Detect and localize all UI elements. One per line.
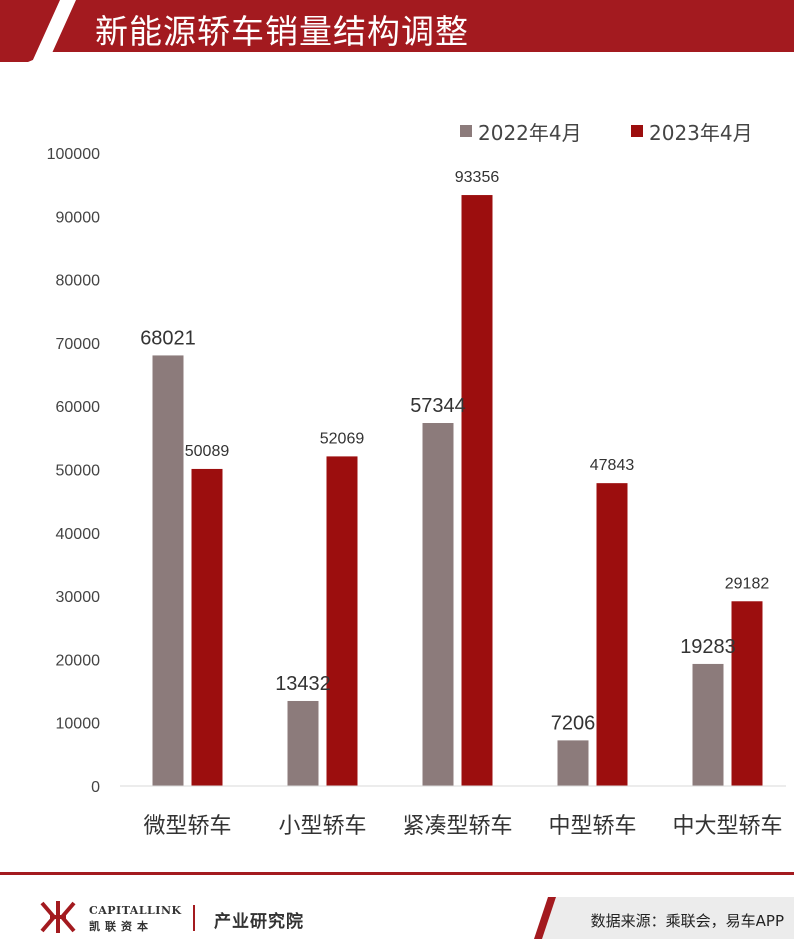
header-red-bar bbox=[0, 0, 794, 62]
data-source-text: 数据来源：乘联会，易车APP bbox=[590, 912, 784, 930]
y-tick-label: 50000 bbox=[56, 463, 101, 480]
data-label-3-0: 7206 bbox=[551, 712, 596, 734]
y-tick-label: 60000 bbox=[56, 399, 101, 416]
y-tick-label: 10000 bbox=[56, 716, 101, 733]
bar-chart: 0 10000 20000 30000 40000 50000 60000 70000 8000… bbox=[47, 121, 786, 839]
y-tick-label: 100000 bbox=[47, 146, 100, 163]
legend-swatch-0 bbox=[460, 125, 472, 137]
logo-divider bbox=[193, 905, 195, 931]
x-category-label: 微型轿车 bbox=[143, 814, 231, 839]
x-axis-category-labels: 微型轿车 小型轿车 紧凑型轿车 中型轿车 中大型轿车 bbox=[143, 814, 782, 839]
y-tick-label: 30000 bbox=[56, 589, 101, 606]
bar-1-0 bbox=[287, 700, 319, 786]
source-box bbox=[534, 897, 794, 939]
x-category-label: 中型轿车 bbox=[548, 814, 636, 839]
y-tick-label: 20000 bbox=[56, 652, 101, 669]
bar-2-0 bbox=[422, 423, 454, 786]
y-axis-tick-labels: 0 10000 20000 30000 40000 50000 60000 70000 8000… bbox=[47, 146, 100, 796]
bar-2-1 bbox=[461, 195, 493, 786]
header-white-stripe bbox=[32, 0, 76, 62]
bars bbox=[152, 195, 763, 786]
data-label-2-0: 57344 bbox=[410, 395, 466, 417]
footer-divider-line bbox=[0, 872, 794, 875]
y-tick-label: 90000 bbox=[56, 209, 101, 226]
data-label-4-0: 19283 bbox=[680, 636, 736, 658]
data-label-3-1: 47843 bbox=[590, 457, 635, 474]
bar-3-0 bbox=[557, 740, 589, 786]
header-band bbox=[0, 0, 794, 62]
legend-label-1: 2023年4月 bbox=[649, 121, 753, 145]
bar-1-1 bbox=[326, 456, 358, 786]
x-category-label: 紧凑型轿车 bbox=[402, 814, 512, 839]
legend: 2022年4月 2023年4月 bbox=[460, 121, 753, 145]
y-tick-label: 40000 bbox=[56, 526, 101, 543]
institute-name: 产业研究院 bbox=[214, 912, 304, 932]
data-label-4-1: 29182 bbox=[725, 575, 770, 592]
x-category-label: 小型轿车 bbox=[278, 814, 366, 839]
y-tick-label: 70000 bbox=[56, 336, 101, 353]
data-label-2-1: 93356 bbox=[455, 169, 500, 186]
x-category-label: 中大型轿车 bbox=[672, 814, 782, 839]
bar-3-1 bbox=[596, 483, 628, 786]
logo-english-name: CAPITALLINK bbox=[89, 904, 182, 917]
y-tick-label: 0 bbox=[91, 779, 100, 796]
source-box-accent bbox=[534, 897, 556, 939]
legend-label-0: 2022年4月 bbox=[478, 121, 582, 145]
y-tick-label: 80000 bbox=[56, 273, 101, 290]
data-label-1-0: 13432 bbox=[275, 673, 331, 695]
source-box-bg bbox=[534, 897, 794, 939]
page-title: 新能源轿车销量结构调整 bbox=[95, 12, 469, 51]
data-label-1-1: 52069 bbox=[320, 430, 365, 447]
bar-0-0 bbox=[152, 355, 184, 786]
data-labels: 68021 50089 13432 52069 57344 93356 7206 47843 1… bbox=[140, 169, 769, 734]
data-label-0-1: 50089 bbox=[185, 443, 230, 460]
bar-0-1 bbox=[191, 468, 223, 786]
bar-4-0 bbox=[692, 663, 724, 786]
data-label-0-0: 68021 bbox=[140, 327, 196, 349]
logo-chinese-name: 凯联资本 bbox=[89, 920, 153, 933]
capitallink-logo-icon bbox=[40, 901, 76, 933]
bar-4-1 bbox=[731, 601, 763, 786]
legend-swatch-1 bbox=[631, 125, 643, 137]
